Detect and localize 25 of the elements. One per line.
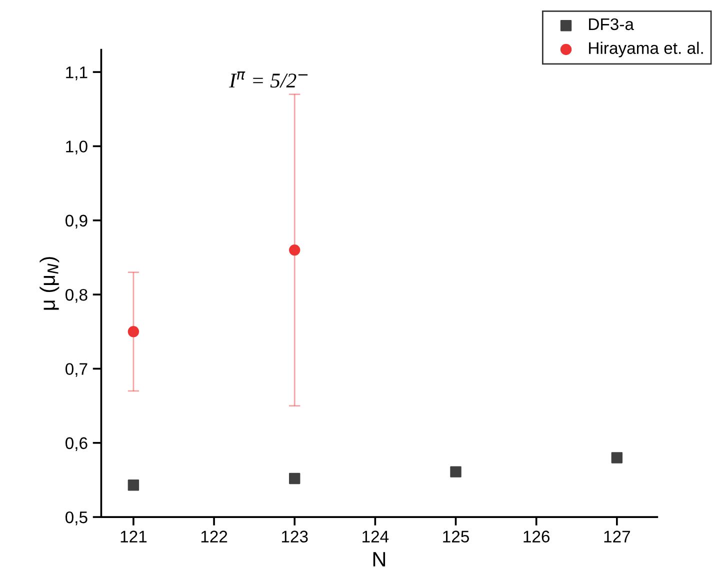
y-tick-label: 0,5 [66,511,88,526]
y-tick-label: 0,6 [66,437,88,452]
point [450,466,462,478]
legend-label: Hirayama et. al. [589,42,703,58]
y-tick-label: 1,1 [66,66,88,80]
x-tick-label: 122 [201,530,228,542]
y-tick-label: 0,7 [66,363,88,377]
point [128,480,140,491]
x-tick-label: 125 [443,530,469,542]
y-tick-label: 0,9 [66,214,88,229]
point [128,326,140,338]
y-axis-title: μ (μ$_{N}$) [40,257,60,310]
x-tick-label: 126 [524,530,550,542]
y-tick-label: 0,8 [66,288,88,303]
legend-label: DF3-a [589,18,634,30]
x-axis-title: N [373,552,386,566]
x-tick-label: 121 [120,530,147,542]
y-tick-label: 1,0 [66,140,88,154]
x-tick-label: 124 [362,530,389,542]
annotation: I$^{π}$ = 5/2$^{−}$ [229,71,308,88]
point [289,244,300,256]
x-tick-label: 127 [604,530,630,542]
x-tick-label: 123 [282,530,308,542]
point [611,452,623,464]
point [289,472,300,484]
